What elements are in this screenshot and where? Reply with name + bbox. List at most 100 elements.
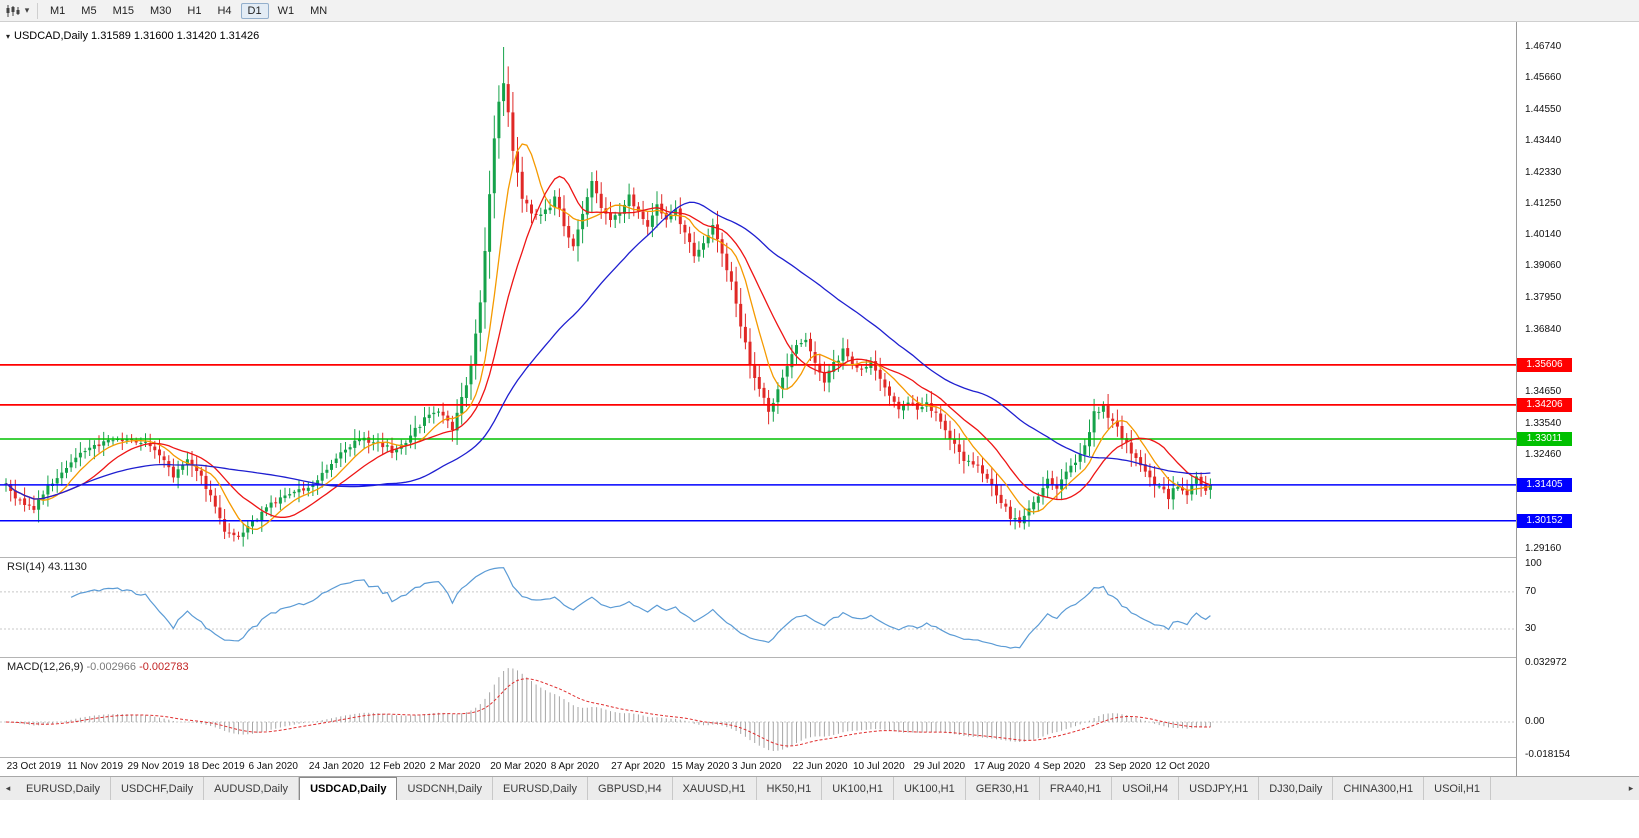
chart-tab-gbpusd-h4[interactable]: GBPUSD,H4 <box>588 777 673 800</box>
moving-average-lines <box>5 143 1211 530</box>
hline-price-badge[interactable]: 1.31405 <box>1517 477 1572 492</box>
chart-tab-hk50-h1[interactable]: HK50,H1 <box>757 777 823 800</box>
tab-scroll-left-icon[interactable]: ◂ <box>5 783 11 793</box>
chart-tab-dj30-daily[interactable]: DJ30,Daily <box>1259 777 1334 800</box>
macd-axis-tick: -0.018154 <box>1525 748 1571 760</box>
pane-separator[interactable] <box>0 557 1639 558</box>
toolbar-separator <box>37 2 38 19</box>
timeframe-button-d1[interactable]: D1 <box>240 2 269 19</box>
price-axis-tick: 1.33540 <box>1525 417 1562 429</box>
date-axis-label: 20 Mar 2020 <box>490 761 547 772</box>
date-axis-label: 12 Feb 2020 <box>369 761 426 772</box>
macd-axis-tick: 0.032972 <box>1525 656 1567 668</box>
macd-signal-line <box>5 678 1211 747</box>
price-axis-tick: 1.36840 <box>1525 323 1562 335</box>
macd-signal-value: -0.002783 <box>139 661 189 673</box>
chart-title: ▾ USDCAD,Daily 1.31589 1.31600 1.31420 1.… <box>6 30 259 42</box>
candlestick-glyph <box>6 4 20 17</box>
timeframe-buttons: M1 M5 M15 M30 H1 H4 D1 W1 MN <box>43 2 334 19</box>
date-axis[interactable]: 23 Oct 2019 11 Nov 2019 29 Nov 2019 18 Dec … <box>0 757 1516 776</box>
timeframe-button-h4[interactable]: H4 <box>217 4 232 17</box>
candlesticks <box>4 47 1212 547</box>
rsi-name: RSI(14) <box>7 561 45 573</box>
macd-name: MACD(12,26,9) <box>7 661 84 673</box>
quick-trade-toggle-icon[interactable]: ▾ <box>6 32 11 41</box>
macd-canvas[interactable] <box>0 657 1516 757</box>
macd-histogram <box>10 668 1211 751</box>
price-axis-tick: 1.37950 <box>1525 291 1562 303</box>
date-axis-label: 29 Jul 2020 <box>913 761 966 772</box>
chart-tab-usoil-h1[interactable]: USOil,H1 <box>1424 777 1491 800</box>
macd-main-value: -0.002966 <box>86 661 137 673</box>
chart-type-dropdown-caret-icon[interactable]: ▾ <box>24 5 30 15</box>
price-axis-tick: 1.46740 <box>1525 40 1562 52</box>
price-axis-tick: 1.44550 <box>1525 103 1562 115</box>
chart-tab-fra40-h1[interactable]: FRA40,H1 <box>1040 777 1113 800</box>
chart-tab-eurusd-daily[interactable]: EURUSD,Daily <box>16 777 111 800</box>
macd-indicator-pane[interactable] <box>0 657 1516 757</box>
chart-tab-bar: ◂ EURUSD,Daily USDCHF,Daily AUDUSD,Daily US… <box>0 776 1639 800</box>
timeframe-button-h1[interactable]: H1 <box>187 4 202 17</box>
price-axis[interactable]: 1.46740 1.45660 1.44550 1.43440 1.42330 1.412… <box>1516 22 1639 776</box>
date-axis-label: 8 Apr 2020 <box>550 761 600 772</box>
date-axis-label: 23 Oct 2019 <box>6 761 62 772</box>
price-axis-tick: 1.29160 <box>1525 543 1562 554</box>
date-axis-label: 6 Jan 2020 <box>248 761 298 772</box>
chart-tab-usdchf-daily[interactable]: USDCHF,Daily <box>111 777 205 800</box>
timeframe-button-m30[interactable]: M30 <box>149 4 172 17</box>
pane-separator[interactable] <box>0 657 1639 658</box>
date-axis-label: 22 Jun 2020 <box>792 761 848 772</box>
chart-symbol-label: USDCAD,Daily <box>14 30 88 42</box>
chart-tab-usdcnh-daily[interactable]: USDCNH,Daily <box>397 777 494 800</box>
hline-price-badge[interactable]: 1.35606 <box>1517 357 1572 372</box>
price-axis-tick: 1.42330 <box>1525 166 1562 178</box>
hline-price-badge[interactable]: 1.34206 <box>1517 397 1572 412</box>
macd-label: MACD(12,26,9) -0.002966 -0.002783 <box>7 661 189 673</box>
chart-tab-uk100-h1[interactable]: UK100,H1 <box>822 777 894 800</box>
horizontal-lines[interactable] <box>0 363 1516 522</box>
date-axis-label: 18 Dec 2019 <box>188 761 245 772</box>
timeframe-button-m5[interactable]: M5 <box>81 4 97 17</box>
price-axis-tick: 1.40140 <box>1525 229 1562 241</box>
top-toolbar: ▾ M1 M5 M15 M30 H1 H4 D1 W1 MN <box>0 0 1639 22</box>
hline-price-badge[interactable]: 1.33011 <box>1517 432 1572 447</box>
chart-tab-usdjpy-h1[interactable]: USDJPY,H1 <box>1179 777 1260 800</box>
date-axis-label: 10 Jul 2020 <box>852 761 905 772</box>
date-axis-label: 2 Mar 2020 <box>429 761 481 772</box>
date-axis-label: 27 Apr 2020 <box>611 761 666 772</box>
date-axis-label: 15 May 2020 <box>671 761 730 772</box>
main-price-pane[interactable] <box>0 22 1516 557</box>
price-axis-tick: 1.43440 <box>1525 135 1562 147</box>
price-axis-tick: 1.34650 <box>1525 386 1562 398</box>
macd-axis-tick: 0.00 <box>1525 716 1545 727</box>
chart-tab-china300-h1[interactable]: CHINA300,H1 <box>1333 777 1425 800</box>
timeframe-button-mn[interactable]: MN <box>310 4 328 17</box>
chart-tab-xauusd-h1[interactable]: XAUUSD,H1 <box>673 777 757 800</box>
pane-separator <box>0 757 1639 758</box>
rsi-axis-tick: 70 <box>1525 585 1537 597</box>
date-axis-label: 17 Aug 2020 <box>973 761 1031 772</box>
date-axis-label: 4 Sep 2020 <box>1034 761 1086 772</box>
timeframe-button-m1[interactable]: M1 <box>50 4 66 17</box>
price-axis-tick: 1.41250 <box>1525 197 1562 209</box>
timeframe-button-w1[interactable]: W1 <box>277 4 295 17</box>
chart-tab-usdcad-daily[interactable]: USDCAD,Daily <box>299 777 398 800</box>
chart-type-icon[interactable] <box>4 2 22 20</box>
hline-price-badge[interactable]: 1.30152 <box>1517 513 1572 528</box>
chart-tab-ger30-h1[interactable]: GER30,H1 <box>966 777 1040 800</box>
timeframe-button-m15[interactable]: M15 <box>112 4 134 17</box>
rsi-axis-tick: 30 <box>1525 623 1537 634</box>
date-axis-label: 11 Nov 2019 <box>67 761 124 772</box>
chart-tab-uk100-h1[interactable]: UK100,H1 <box>894 777 966 800</box>
tab-scroll-right-icon[interactable]: ▸ <box>1628 783 1634 793</box>
chart-tab-usoil-h4[interactable]: USOil,H4 <box>1112 777 1180 800</box>
rsi-canvas[interactable] <box>0 557 1516 657</box>
price-chart-canvas[interactable] <box>0 22 1516 557</box>
price-axis-tick: 1.45660 <box>1525 71 1562 83</box>
rsi-label: RSI(14) 43.1130 <box>7 561 87 573</box>
date-axis-label: 29 Nov 2019 <box>127 761 185 772</box>
rsi-indicator-pane[interactable] <box>0 557 1516 657</box>
chart-tabs: EURUSD,Daily USDCHF,Daily AUDUSD,Daily USDC… <box>16 777 1491 800</box>
chart-tab-audusd-daily[interactable]: AUDUSD,Daily <box>204 777 300 800</box>
chart-tab-eurusd-daily[interactable]: EURUSD,Daily <box>493 777 588 800</box>
